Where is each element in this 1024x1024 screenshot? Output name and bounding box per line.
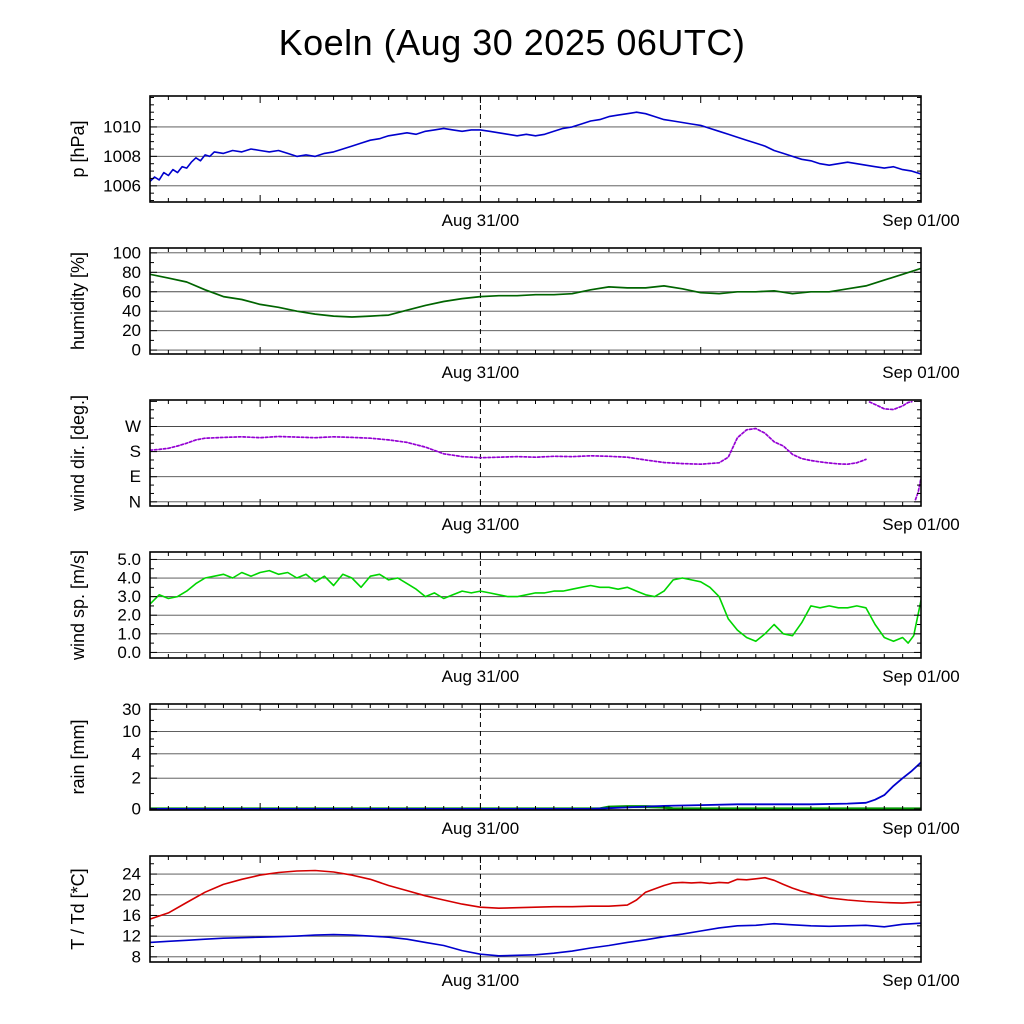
y-tick-label: 0.0 (117, 643, 141, 662)
pressure-ylabel: p [hPa] (68, 120, 88, 177)
x-tick-label: Aug 31/00 (442, 515, 520, 534)
wind-direction-frame (149, 399, 922, 507)
y-tick-label: 2.0 (117, 606, 141, 625)
x-tick-label: Aug 31/00 (442, 211, 520, 230)
dewpoint-line (150, 922, 921, 957)
y-tick-label: 1008 (103, 147, 141, 166)
pressure-series (150, 111, 921, 183)
wind-speed-panel: 0.01.02.03.04.05.0 Aug 31/00 Sep 01/00 wind… (68, 550, 960, 686)
temperature-ylabel: T / Td [*C] (68, 868, 88, 949)
temperature-series (150, 869, 921, 957)
x-tick-label: Sep 01/00 (882, 819, 960, 838)
y-tick-label: 100 (113, 243, 141, 262)
pressure-line (150, 111, 921, 183)
rain-grid (150, 708, 921, 779)
wind-direction-ylabel: wind dir. [deg.] (68, 395, 88, 512)
y-tick-label: 12 (122, 927, 141, 946)
rain-accum-line (150, 761, 921, 810)
chart-title: Koeln (Aug 30 2025 06UTC) (278, 22, 746, 63)
temperature-ticks (150, 856, 921, 962)
wind-speed-ylabel: wind sp. [m/s] (68, 550, 88, 661)
y-tick-label: 20 (122, 885, 141, 904)
x-tick-label: Aug 31/00 (442, 819, 520, 838)
wind-direction-ticks (150, 400, 921, 506)
y-tick-label: 1006 (103, 176, 141, 195)
x-tick-label: Aug 31/00 (442, 971, 520, 990)
y-tick-label: S (130, 442, 141, 461)
y-tick-label: 10 (122, 722, 141, 741)
pressure-panel: 1006 1008 1010 Aug 31/00 Sep 01/00 p [hPa] (68, 95, 960, 230)
wind-direction-grid (150, 426, 921, 503)
y-tick-label: W (125, 417, 141, 436)
humidity-grid (150, 252, 921, 351)
humidity-series (150, 267, 921, 318)
temperature-line (150, 869, 921, 920)
humidity-frame (149, 247, 922, 355)
wind-direction-line (150, 400, 921, 501)
humidity-line (150, 267, 921, 318)
x-tick-label: Sep 01/00 (882, 515, 960, 534)
y-tick-label: 0 (132, 341, 141, 360)
y-tick-label: 30 (122, 700, 141, 719)
rain-panel: 0 2 4 10 30 Aug 31/00 Sep 01/00 rain [mm] (68, 700, 960, 838)
y-tick-label: 60 (122, 282, 141, 301)
y-tick-label: 40 (122, 302, 141, 321)
wind-speed-frame (149, 551, 922, 659)
humidity-ylabel: humidity [%] (68, 252, 88, 350)
y-tick-label: 8 (132, 947, 141, 966)
x-tick-label: Sep 01/00 (882, 667, 960, 686)
rain-frame (149, 703, 922, 811)
x-tick-label: Sep 01/00 (882, 211, 960, 230)
y-tick-label: 3.0 (117, 587, 141, 606)
y-tick-label: 4 (132, 744, 141, 763)
rain-labels: 0 2 4 10 30 Aug 31/00 Sep 01/00 rain [mm] (68, 700, 960, 838)
y-tick-label: E (130, 467, 141, 486)
rain-ticks (150, 704, 921, 810)
x-tick-label: Sep 01/00 (882, 971, 960, 990)
y-tick-label: 2 (132, 769, 141, 788)
rain-ylabel: rain [mm] (68, 719, 88, 794)
temperature-frame (149, 855, 922, 963)
wind-speed-labels: 0.01.02.03.04.05.0 Aug 31/00 Sep 01/00 wind… (68, 550, 960, 686)
temperature-grid (150, 873, 921, 958)
y-tick-label: N (129, 492, 141, 511)
y-tick-label: 24 (122, 865, 141, 884)
y-tick-label: 16 (122, 906, 141, 925)
wind-speed-ticks (150, 552, 921, 658)
y-tick-label: 20 (122, 321, 141, 340)
wind-speed-grid (150, 558, 921, 653)
y-tick-label: 1010 (103, 117, 141, 136)
y-tick-label: 80 (122, 263, 141, 282)
x-tick-label: Aug 31/00 (442, 667, 520, 686)
y-tick-label: 1.0 (117, 624, 141, 643)
humidity-ticks (150, 248, 921, 354)
rain-series (150, 761, 921, 810)
pressure-ticks (150, 96, 921, 202)
panels: 1006 1008 1010 Aug 31/00 Sep 01/00 p [hPa] 0 20… (0, 90, 1024, 1002)
y-tick-label: 0 (132, 799, 141, 818)
x-tick-label: Sep 01/00 (882, 363, 960, 382)
pressure-labels: 1006 1008 1010 Aug 31/00 Sep 01/00 p [hPa] (68, 117, 960, 230)
wind-speed-series (150, 569, 921, 644)
y-tick-label: 5.0 (117, 550, 141, 569)
x-tick-label: Aug 31/00 (442, 363, 520, 382)
wind-direction-series (150, 400, 921, 501)
y-tick-label: 4.0 (117, 569, 141, 588)
wind-speed-line (150, 569, 921, 644)
